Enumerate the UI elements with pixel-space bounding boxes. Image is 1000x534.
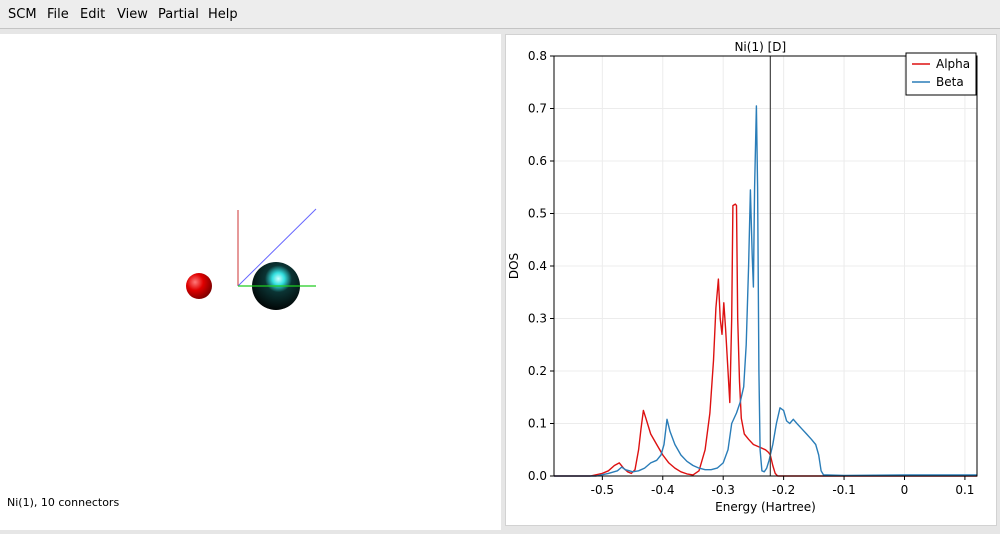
- x-tick-label: -0.4: [651, 483, 674, 497]
- z-axis-line: [237, 208, 317, 287]
- menu-view[interactable]: View: [117, 7, 148, 22]
- legend-label: Alpha: [936, 57, 970, 71]
- x-tick-label: -0.3: [711, 483, 734, 497]
- molecule-viewer[interactable]: Ni(1), 10 connectors: [0, 34, 501, 530]
- x-tick-label: 0: [901, 483, 909, 497]
- dos-chart-panel: -0.5 -0.4 -0.3 -0.2 -0.1 0 0.1 0.0 0.1 0.2 0.3 0.4 0…: [505, 34, 997, 526]
- y-tick-label: 0.4: [528, 259, 547, 273]
- x-tick-label: 0.1: [955, 483, 974, 497]
- legend-label: Beta: [936, 75, 964, 89]
- chart-legend: Alpha Beta: [905, 52, 977, 96]
- chart-grid: [554, 55, 977, 477]
- x-tick-label: -0.1: [832, 483, 855, 497]
- series-line-beta: [554, 105, 977, 477]
- y-tick-label: 0.0: [528, 469, 547, 483]
- series-line-alpha: [554, 203, 977, 477]
- y-tick-label: 0.1: [528, 417, 547, 431]
- y-tick-label: 0.6: [528, 154, 547, 168]
- y-tick-label: 0.8: [528, 49, 547, 63]
- x-axis-label: Energy (Hartree): [715, 500, 816, 514]
- menu-scm[interactable]: SCM: [8, 7, 37, 22]
- chart-ticks: -0.5 -0.4 -0.3 -0.2 -0.1 0 0.1 0.0 0.1 0.2 0.3 0.4 0…: [528, 49, 975, 497]
- menu-help[interactable]: Help: [208, 7, 238, 22]
- y-tick-label: 0.5: [528, 207, 547, 221]
- axis-gizmo: [237, 208, 317, 287]
- x-tick-label: -0.2: [772, 483, 795, 497]
- molecule-scene[interactable]: [0, 34, 501, 530]
- menu-file[interactable]: File: [47, 7, 69, 22]
- legend-box: [905, 52, 977, 96]
- y-tick-label: 0.2: [528, 364, 547, 378]
- y-axis-label: DOS: [507, 253, 521, 279]
- status-text: Ni(1), 10 connectors: [7, 496, 120, 509]
- y-tick-label: 0.7: [528, 102, 547, 116]
- dos-chart[interactable]: -0.5 -0.4 -0.3 -0.2 -0.1 0 0.1 0.0 0.1 0.2 0.3 0.4 0…: [506, 35, 996, 525]
- menu-edit[interactable]: Edit: [80, 7, 106, 22]
- x-tick-label: -0.5: [591, 483, 614, 497]
- menu-partial[interactable]: Partial: [158, 7, 199, 22]
- y-tick-label: 0.3: [528, 312, 547, 326]
- atom-small[interactable]: [186, 273, 212, 299]
- menu-bar: SCM File Edit View Partial Help: [0, 0, 1000, 29]
- chart-series: [554, 105, 977, 477]
- chart-title: Ni(1) [D]: [734, 40, 786, 54]
